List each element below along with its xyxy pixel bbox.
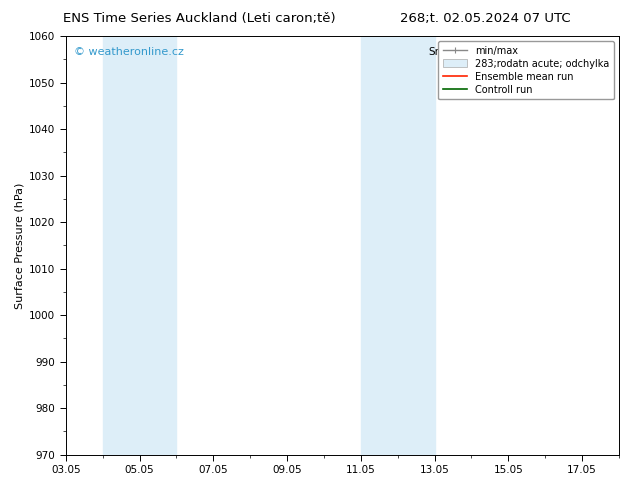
Text: © weatheronline.cz: © weatheronline.cz [74, 47, 184, 57]
Y-axis label: Surface Pressure (hPa): Surface Pressure (hPa) [15, 182, 25, 309]
Bar [361, 36, 435, 455]
Text: ENS Time Series Auckland (Leti caron;tě): ENS Time Series Auckland (Leti caron;tě) [63, 12, 336, 25]
Text: 268;t. 02.05.2024 07 UTC: 268;t. 02.05.2024 07 UTC [400, 12, 571, 25]
Bar [103, 36, 176, 455]
Legend: min/max, 283;rodatn acute; odchylka, Ensemble mean run, Controll run: min/max, 283;rodatn acute; odchylka, Ens… [438, 41, 614, 99]
Text: Sm: Sm [428, 47, 445, 57]
